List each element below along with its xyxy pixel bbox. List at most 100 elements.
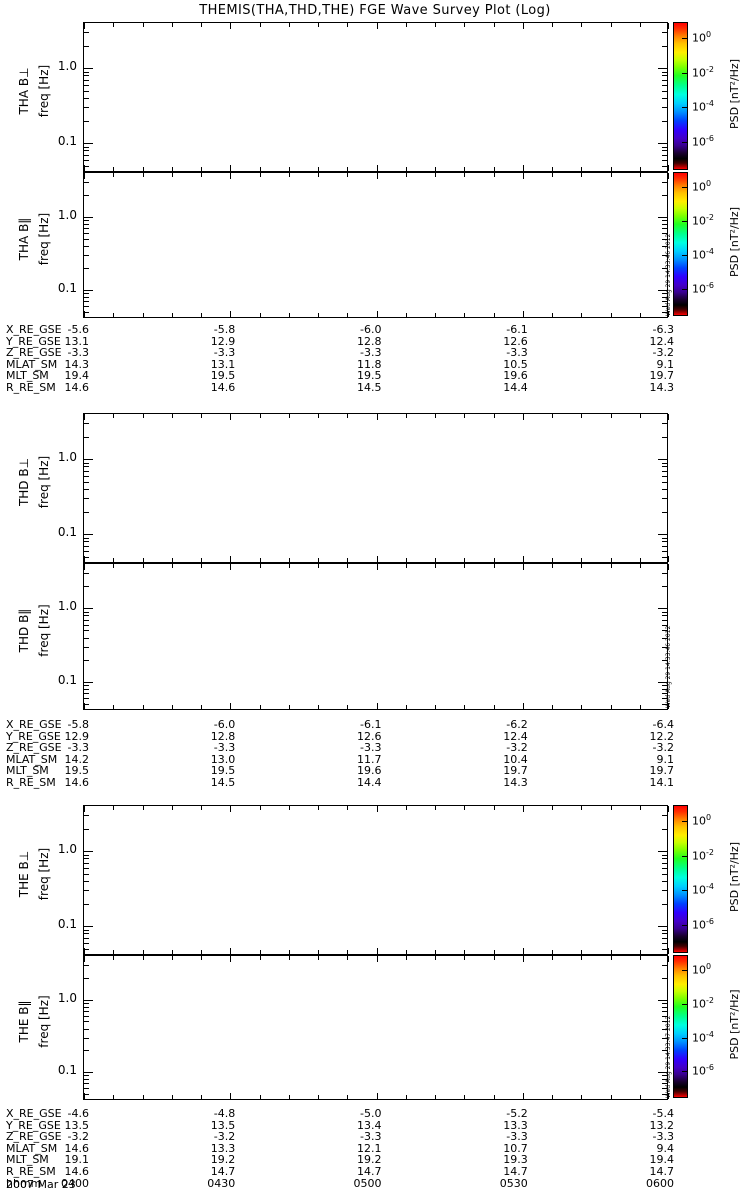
y-axis-minor-tick (662, 84, 667, 86)
y-axis-minor-tick (662, 977, 667, 979)
x-axis-major-tick (230, 23, 231, 29)
x-axis-minor-tick (172, 950, 173, 954)
x-axis-major-tick (523, 806, 524, 812)
y-axis-minor-tick (84, 688, 89, 690)
y-axis-minor-tick (84, 1015, 89, 1017)
panel-label-the-perp: THE B⊥ (17, 850, 31, 898)
x-axis-minor-tick (611, 23, 612, 27)
colorbar-tick (682, 187, 687, 189)
x-axis-minor-tick (640, 23, 641, 27)
panel-label-tha-para: THA B‖ (17, 217, 31, 261)
colorbar-tick-label: 10-6 (692, 134, 714, 149)
ephemeris-row-label: Z_RE_GSE (6, 346, 62, 360)
x-axis-minor-tick (464, 956, 465, 960)
x-axis-minor-tick (611, 806, 612, 810)
x-axis-minor-tick (640, 167, 641, 171)
ephemeris-value: 19.5 (210, 764, 236, 778)
x-axis-minor-tick (464, 705, 465, 709)
x-axis-major-tick (377, 23, 378, 29)
y-axis-minor-tick (84, 1079, 89, 1081)
ephemeris-row-label: Y_RE_GSE (6, 729, 61, 743)
y-axis-minor-tick (662, 45, 667, 47)
y-axis-minor-tick (84, 498, 89, 500)
y-axis-minor-tick (662, 698, 667, 700)
y-axis-minor-tick (84, 881, 89, 882)
ephemeris-value: -3.3 (67, 741, 89, 755)
x-axis-minor-tick (406, 414, 407, 418)
x-axis-minor-tick (406, 23, 407, 27)
y-axis-major-tick (658, 143, 667, 145)
y-axis-minor-tick (662, 550, 667, 552)
y-axis-minor-tick (662, 965, 667, 967)
y-axis-minor-tick (662, 815, 667, 817)
x-axis-minor-tick (172, 1095, 173, 1099)
x-axis-major-tick (523, 414, 524, 420)
x-axis-major-tick (523, 948, 524, 954)
y-axis-minor-tick (662, 937, 667, 939)
x-axis-minor-tick (347, 558, 348, 562)
y-axis-minor-tick (662, 146, 667, 148)
y-axis-minor-tick (84, 1002, 89, 1004)
y-axis-minor-tick (84, 297, 89, 299)
ephemeris-value: 0400 (61, 1176, 89, 1190)
ephemeris-value: -3.3 (360, 741, 382, 755)
x-axis-minor-tick (406, 173, 407, 177)
ephemeris-value: -5.2 (506, 1107, 528, 1120)
spectrogram-panel-the-perp (83, 805, 669, 955)
y-axis-minor-tick (662, 862, 667, 864)
ephemeris-value: 13.0 (210, 752, 236, 766)
x-axis-major-tick (84, 311, 85, 317)
ephemeris-value: 14.3 (64, 357, 90, 371)
x-axis-minor-tick (640, 956, 641, 960)
x-axis-minor-tick (464, 564, 465, 568)
y-axis-minor-tick (662, 267, 667, 269)
x-axis-minor-tick (552, 1095, 553, 1099)
colorbar-tick (682, 1037, 687, 1039)
colorbar-tick (682, 1003, 687, 1005)
ephemeris-value: 12.4 (503, 729, 528, 743)
colorbar-tick (682, 37, 687, 39)
x-axis-minor-tick (113, 558, 114, 562)
x-axis-minor-tick (435, 313, 436, 317)
x-axis-major-tick (668, 564, 669, 570)
ephemeris-value: -5.0 (360, 1107, 382, 1120)
x-axis-minor-tick (113, 167, 114, 171)
y-axis-major-tick (84, 68, 93, 70)
y-axis-minor-tick (662, 942, 667, 944)
x-axis-minor-tick (318, 1095, 319, 1099)
x-axis-minor-tick (318, 173, 319, 177)
x-axis-minor-tick (318, 167, 319, 171)
ephemeris-value: 19.5 (64, 764, 90, 778)
y-axis-minor-tick (662, 71, 667, 73)
ephemeris-value: 14.3 (649, 381, 675, 394)
y-axis-minor-tick (84, 255, 89, 257)
x-axis-minor-tick (406, 564, 407, 568)
y-axis-minor-tick (662, 688, 667, 690)
y-axis-minor-tick (84, 948, 89, 950)
x-axis-minor-tick (581, 806, 582, 810)
y-axis-minor-tick (84, 858, 89, 860)
x-axis-minor-tick (143, 1095, 144, 1099)
colorbar-tick (682, 142, 687, 144)
y-axis-minor-tick (84, 311, 89, 313)
x-axis-major-tick (523, 703, 524, 709)
ephemeris-value: 12.2 (649, 729, 675, 743)
x-axis-minor-tick (494, 23, 495, 27)
x-axis-minor-tick (347, 173, 348, 177)
y-axis-minor-tick (662, 624, 667, 626)
y-axis-minor-tick (84, 107, 89, 109)
y-axis-minor-tick (84, 146, 89, 148)
y-axis-minor-tick (84, 1028, 89, 1030)
ephemeris-value: 11.8 (357, 357, 382, 371)
ephemeris-value: 13.2 (649, 1118, 675, 1132)
ephemeris-value: -5.4 (652, 1107, 674, 1120)
x-axis-minor-tick (347, 414, 348, 418)
y-axis-minor-tick (662, 1088, 667, 1090)
ephemeris-value: 12.9 (210, 334, 236, 348)
y-axis-minor-tick (84, 867, 89, 869)
ephemeris-value: -6.3 (652, 323, 674, 336)
y-axis-minor-tick (84, 977, 89, 979)
y-axis-minor-tick (662, 498, 667, 500)
y-tick-label: 0.1 (57, 525, 77, 540)
x-axis-minor-tick (435, 564, 436, 568)
